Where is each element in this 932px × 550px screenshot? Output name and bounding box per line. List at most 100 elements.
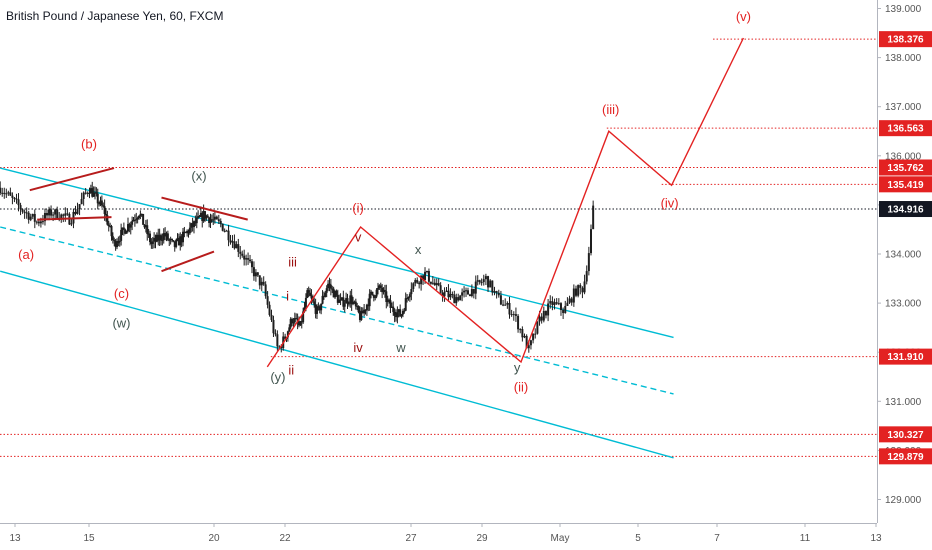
- candle: [13, 197, 16, 203]
- channel-line-middle: [0, 226, 674, 395]
- candle: [110, 224, 113, 241]
- candle-body: [521, 329, 524, 338]
- candle-body: [176, 237, 179, 240]
- candle-body: [172, 240, 175, 242]
- candle-body: [157, 234, 160, 241]
- wave-label: (b): [81, 136, 97, 151]
- candle: [239, 245, 242, 260]
- wave-label: (v): [736, 9, 751, 24]
- candle: [370, 289, 373, 299]
- candle: [410, 282, 413, 301]
- candle-body: [538, 316, 541, 322]
- candle: [372, 294, 375, 302]
- candle-body: [429, 281, 432, 284]
- candle-body: [376, 288, 379, 290]
- candle: [367, 298, 370, 312]
- candle: [27, 210, 30, 224]
- candle-body: [292, 322, 295, 324]
- level-badge-131.910: [879, 348, 932, 365]
- candle-body: [389, 300, 392, 308]
- candle-body: [566, 302, 569, 306]
- candle: [592, 200, 595, 230]
- candle: [389, 295, 392, 314]
- candle: [566, 297, 569, 306]
- wave-label: (w): [112, 316, 130, 331]
- candle-body: [322, 295, 325, 297]
- candle: [197, 210, 200, 220]
- candle-body: [11, 195, 14, 198]
- candle: [109, 222, 112, 228]
- candle-body: [465, 290, 468, 292]
- candle: [437, 278, 440, 287]
- candle-body: [50, 209, 53, 216]
- candle: [497, 289, 500, 298]
- candle-body: [445, 290, 448, 292]
- candle-body: [225, 230, 228, 232]
- candle: [25, 207, 28, 219]
- candle: [553, 298, 556, 310]
- candle: [254, 269, 257, 282]
- time-axis-bg: [0, 523, 932, 550]
- candle-body: [37, 221, 40, 224]
- candle-body: [133, 219, 136, 221]
- candle: [476, 275, 479, 286]
- candle: [519, 328, 522, 334]
- candle: [7, 190, 10, 196]
- candle: [128, 222, 131, 233]
- candle: [142, 213, 145, 225]
- candle-body: [424, 271, 427, 280]
- candle-body: [209, 219, 212, 223]
- candle: [124, 228, 127, 235]
- candle-body: [121, 227, 124, 230]
- candle: [459, 294, 462, 301]
- candle: [361, 307, 364, 314]
- candle-body: [233, 241, 236, 249]
- candle: [353, 300, 356, 305]
- candle-body: [553, 302, 556, 306]
- candle-body: [489, 280, 492, 288]
- level-badge-label: 135.762: [887, 163, 924, 174]
- candle: [514, 307, 517, 322]
- candle: [288, 324, 291, 332]
- candle: [114, 239, 117, 251]
- candle: [363, 304, 366, 317]
- candle-body: [205, 215, 208, 219]
- candle-body: [410, 289, 413, 295]
- time-tick-label: 11: [800, 533, 811, 544]
- wave-label: (a): [18, 247, 34, 262]
- candle: [247, 252, 250, 265]
- candle-body: [190, 223, 193, 228]
- candle: [364, 309, 367, 315]
- price-tick-label: 137.000: [885, 102, 922, 113]
- candle: [56, 206, 59, 220]
- candle-body: [286, 331, 289, 338]
- candle-body: [289, 319, 292, 328]
- candle-body: [94, 192, 96, 194]
- candle: [33, 209, 36, 229]
- candle-body: [318, 306, 321, 311]
- candle: [158, 228, 161, 246]
- candle-body: [574, 288, 577, 296]
- candle-body: [258, 275, 261, 286]
- candle-body: [122, 227, 125, 230]
- candle-body: [439, 285, 442, 293]
- triangle-line-3: [161, 196, 248, 221]
- price-tick-label: 139.000: [885, 4, 922, 15]
- candle-body: [250, 261, 253, 268]
- candle: [165, 231, 168, 242]
- candle: [15, 193, 18, 204]
- candle: [484, 273, 487, 286]
- candle-body: [463, 290, 466, 293]
- candle-body: [378, 285, 381, 289]
- candle-body: [510, 314, 513, 316]
- candle: [487, 275, 490, 292]
- candle-body: [388, 299, 391, 301]
- candle: [198, 215, 201, 218]
- level-badge-label: 130.327: [887, 430, 924, 441]
- candle-body: [365, 304, 368, 311]
- candle: [231, 235, 234, 248]
- candle: [407, 296, 410, 301]
- candle-body: [70, 223, 73, 225]
- candle-body: [103, 206, 106, 214]
